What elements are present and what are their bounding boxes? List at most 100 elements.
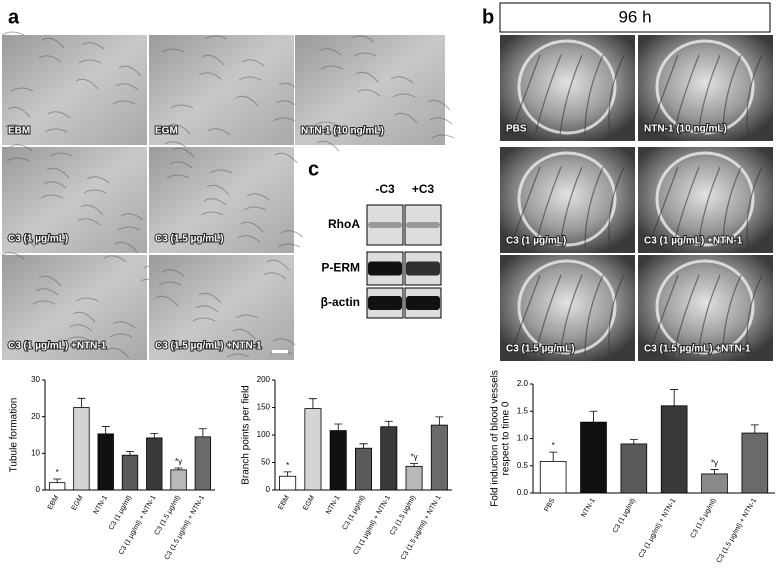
tubule-texture [115, 83, 139, 91]
tubule-texture [277, 243, 301, 248]
blot-band [406, 296, 440, 310]
tubule-texture [195, 305, 219, 313]
x-tick-label: C3 (1.5 µg/ml) [690, 497, 718, 539]
cam-ring [517, 151, 617, 247]
x-tick-label: NTN-1 [93, 494, 109, 515]
bar [170, 469, 187, 491]
scale-bar [272, 350, 288, 353]
image-caption: C3 (1.5 µg/mL) [506, 344, 575, 355]
bar [660, 405, 688, 494]
vessel [647, 54, 679, 136]
tubule-texture [206, 184, 230, 196]
tubule-texture [83, 189, 107, 194]
error-bar [384, 420, 393, 427]
tubule-texture [320, 65, 344, 70]
bar [73, 407, 90, 491]
micrograph [2, 35, 147, 145]
error-bar [710, 469, 719, 474]
x-tick-label: C3 (1.5 µg/ml) [154, 494, 182, 536]
error-bar [435, 416, 444, 426]
tubule-texture [263, 272, 287, 280]
tubule-texture [201, 54, 225, 66]
tubule-texture [427, 99, 451, 111]
y-tick-label: 2.0 [517, 379, 529, 388]
tubule-texture [351, 35, 375, 43]
error-bar [283, 471, 292, 477]
vessel [559, 54, 583, 136]
vessel [672, 274, 700, 356]
y-tick-label: 1.0 [517, 434, 529, 443]
tubule-texture [198, 292, 222, 304]
bar [430, 424, 448, 491]
significance: *γ [175, 457, 182, 466]
tubule-texture [209, 169, 233, 174]
vessel [534, 274, 562, 356]
tubule-texture [114, 241, 138, 253]
tubule-texture [81, 42, 105, 50]
tubule-texture [229, 341, 253, 349]
x-tick-label: NTN-1 [325, 494, 341, 515]
tubule-texture [9, 144, 33, 152]
bar [97, 433, 114, 491]
blot-column: -C3 [375, 182, 395, 196]
vessel [608, 166, 625, 248]
micrograph [149, 147, 294, 253]
y-tick-label: 30 [31, 375, 40, 384]
tubule-texture [1, 31, 25, 36]
cam-ring [655, 39, 755, 135]
blot-band [368, 261, 402, 276]
blot-row: P-ERM [321, 261, 360, 275]
tubule-texture [40, 194, 64, 199]
tubule-texture [46, 167, 70, 179]
image-caption: C3 (1 µg/mL) [506, 236, 566, 247]
blot-band [368, 296, 402, 310]
bar [121, 454, 139, 491]
tubule-texture [4, 124, 28, 132]
tubule-texture [6, 157, 30, 162]
tubule-texture [353, 52, 377, 57]
bar [355, 447, 372, 491]
time-label: 96 h [618, 7, 651, 26]
tubule-texture [200, 211, 224, 216]
tubule-texture [66, 336, 90, 341]
y-tick-label: 150 [257, 403, 271, 412]
tubule-texture [235, 314, 259, 319]
vessel [647, 166, 679, 248]
vessel [722, 274, 742, 356]
x-tick-label: C3 (1.5 µg/ml) + NTN-1 [716, 497, 759, 564]
x-tick-label: C3 (1 µg/ml) [108, 494, 133, 531]
vessel [647, 274, 679, 356]
cam-ring [655, 151, 755, 247]
vessel [584, 274, 604, 356]
tubule-texture [1, 252, 25, 260]
x-tick-label: EBM [47, 494, 61, 511]
error-bar [308, 398, 317, 409]
error-bar [589, 410, 598, 423]
tubule-texture [38, 55, 62, 63]
error-bar [359, 443, 368, 449]
tubule-texture [166, 174, 190, 179]
tubule-texture [43, 181, 67, 189]
bar [380, 426, 398, 491]
blot-band [406, 261, 440, 276]
vessel [534, 166, 562, 248]
vessel [746, 166, 763, 248]
tubule-texture [235, 95, 259, 107]
error-bar [174, 467, 183, 470]
bar [741, 432, 769, 494]
tubule-texture [314, 121, 338, 126]
tubule-texture [355, 71, 379, 83]
tubule-texture [49, 152, 73, 157]
x-tick-label: C3 (1.5 µg/ml) [389, 494, 417, 536]
tubule-texture [169, 161, 193, 169]
tubule-texture [392, 93, 416, 98]
tubule-texture [112, 100, 136, 105]
cam-ring [517, 39, 617, 135]
vessel [722, 166, 742, 248]
tubule-texture [69, 324, 93, 332]
tubule-texture [429, 117, 453, 125]
vessel [697, 166, 721, 248]
error-bar [750, 424, 759, 434]
vessel [509, 54, 541, 136]
tubule-texture [226, 353, 250, 358]
